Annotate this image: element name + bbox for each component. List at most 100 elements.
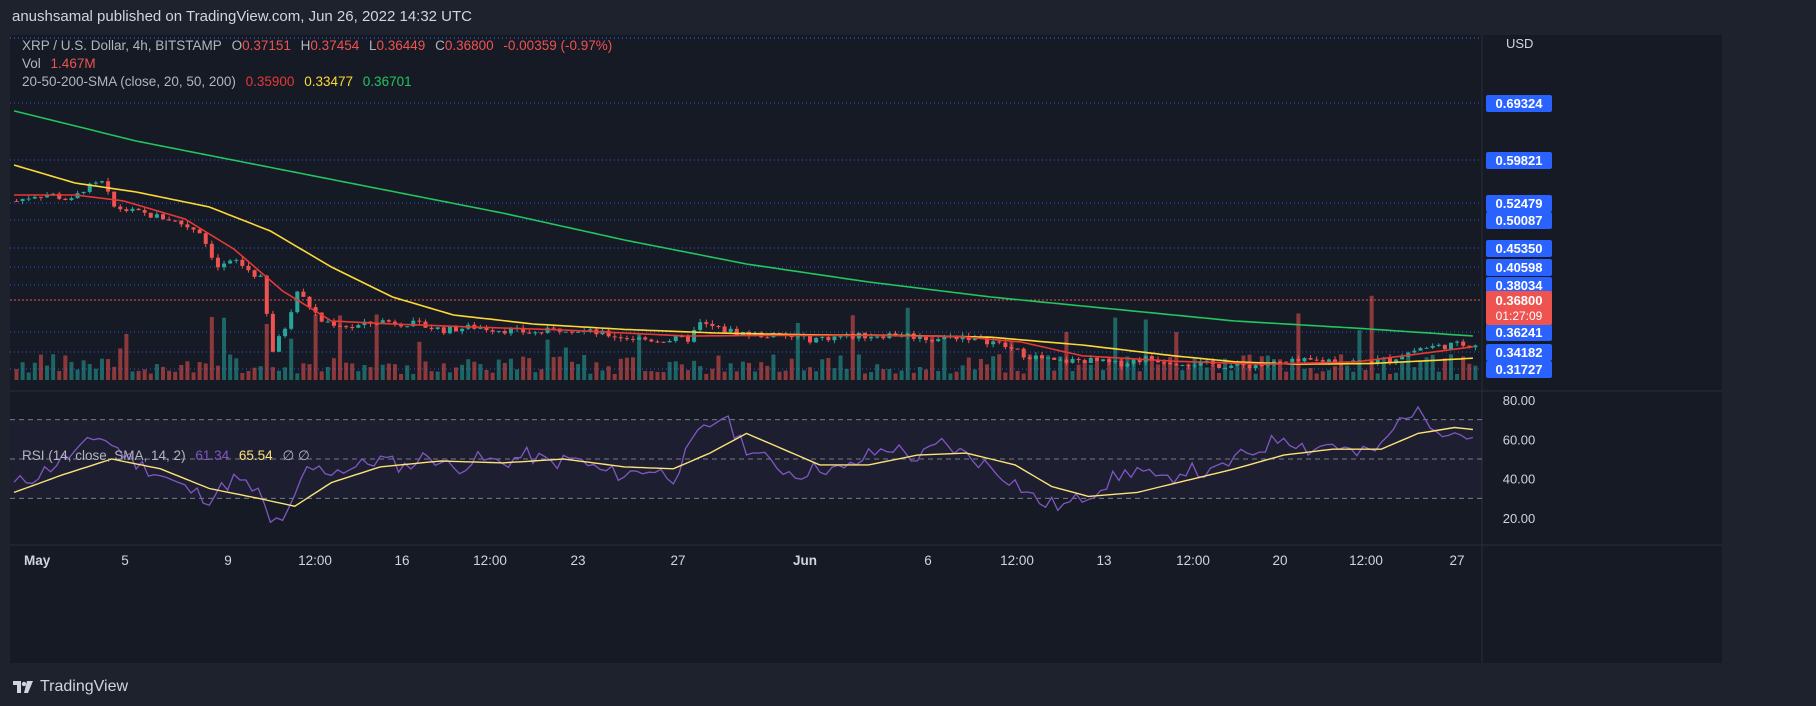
candle <box>716 326 721 328</box>
volume-bar <box>948 373 953 380</box>
volume-bar <box>26 372 31 380</box>
sma-legend: 20-50-200-SMA (close, 20, 50, 200) 0.359… <box>22 74 418 89</box>
candle <box>960 336 965 340</box>
volume-bar <box>966 357 971 380</box>
volume-bar <box>228 354 233 380</box>
price-label: 0.59821 <box>1496 153 1543 168</box>
candle <box>1442 344 1447 350</box>
candle <box>38 196 43 198</box>
rsi-label[interactable]: RSI (14, close, SMA, 14, 2) <box>22 448 186 463</box>
price-label-box <box>1486 95 1552 112</box>
candle <box>57 193 62 199</box>
volume-label[interactable]: Vol <box>22 56 41 71</box>
volume-legend: Vol 1.467M <box>22 56 102 71</box>
volume-bar <box>142 369 147 380</box>
volume-bar <box>466 359 471 380</box>
volume-bar <box>911 372 916 380</box>
candle <box>289 312 294 329</box>
volume-bar <box>1333 366 1337 380</box>
candle <box>331 321 336 326</box>
candle <box>1430 345 1435 348</box>
volume-bar <box>319 371 324 380</box>
candle <box>32 196 37 199</box>
candle <box>649 339 654 342</box>
candle <box>228 260 233 264</box>
chart-area[interactable]: 0.69324 0.59821 0.52479 0.50087 0.45350 0.405… <box>10 35 1722 663</box>
volume-bar <box>582 355 587 380</box>
volume-bar <box>631 357 636 380</box>
price-label-box <box>1486 212 1552 229</box>
volume-bar <box>1198 361 1203 380</box>
volume-bar <box>1217 372 1222 380</box>
volume-bar <box>1467 363 1472 380</box>
candle <box>179 220 184 225</box>
candle <box>344 326 349 328</box>
candle <box>991 341 996 345</box>
candle <box>612 336 617 338</box>
candle <box>307 296 312 308</box>
volume-bar <box>624 357 629 380</box>
price-label: 0.40598 <box>1496 260 1543 275</box>
volume-bar <box>167 370 172 380</box>
candle <box>1235 362 1240 366</box>
volume-bar <box>1314 373 1319 380</box>
candle <box>1436 344 1441 346</box>
candle <box>643 337 648 340</box>
low-label: L <box>369 38 377 53</box>
candle <box>936 338 941 342</box>
volume-bar <box>368 367 373 380</box>
volume-bar <box>496 359 501 380</box>
candle <box>167 219 172 221</box>
volume-bar <box>960 365 965 380</box>
price-label: 0.38034 <box>1496 278 1544 293</box>
volume-bar <box>1442 358 1447 380</box>
volume-bar <box>1424 357 1429 380</box>
volume-bar <box>1461 356 1466 380</box>
volume-bar <box>515 369 520 380</box>
candle <box>325 321 330 323</box>
candle <box>563 331 568 333</box>
volume-bar <box>1229 370 1234 380</box>
sma-label[interactable]: 20-50-200-SMA (close, 20, 50, 200) <box>22 74 236 89</box>
volume-bar <box>936 371 941 380</box>
candle <box>832 336 837 341</box>
volume-bar <box>893 373 898 380</box>
footer-brand[interactable]: TradingView <box>40 678 129 695</box>
candle <box>20 198 25 202</box>
sma50-line <box>13 164 1473 366</box>
volume-bar <box>399 373 404 380</box>
volume-bar <box>154 364 159 380</box>
high-label: H <box>300 38 311 53</box>
rsi-empty-values: ∅ ∅ <box>282 448 310 463</box>
volume-bar <box>75 369 80 380</box>
candle <box>1204 360 1209 362</box>
candle <box>869 336 874 339</box>
candle <box>99 181 104 183</box>
volume-bar <box>222 317 227 380</box>
volume-bar <box>1357 330 1362 380</box>
candle <box>820 337 825 339</box>
volume-bar <box>1021 373 1026 380</box>
time-tick-label: 12:00 <box>298 553 332 568</box>
volume-bar <box>1375 373 1380 380</box>
candle <box>234 259 239 261</box>
rsi-tick-label: 40.00 <box>1503 472 1536 487</box>
volume-bar <box>1387 373 1392 380</box>
candle <box>1400 356 1405 360</box>
volume-bar <box>1455 373 1460 380</box>
symbol-name[interactable]: XRP / U.S. Dollar, 4h, BITSTAMP <box>22 38 222 53</box>
chart-svg[interactable]: 0.69324 0.59821 0.52479 0.50087 0.45350 0.405… <box>10 35 1722 663</box>
tradingview-logo-icon <box>13 681 33 693</box>
candle <box>1314 359 1319 361</box>
volume-bar <box>1381 358 1386 380</box>
volume-bar <box>777 371 782 380</box>
price-label-box <box>1486 361 1552 378</box>
candle <box>985 336 990 345</box>
volume-bar <box>747 362 751 380</box>
candle <box>1424 347 1429 349</box>
candle <box>1082 360 1087 363</box>
volume-bar <box>637 333 642 380</box>
close-value: 0.36800 <box>444 38 494 53</box>
volume-bar <box>423 361 428 380</box>
volume-bar <box>679 364 684 380</box>
